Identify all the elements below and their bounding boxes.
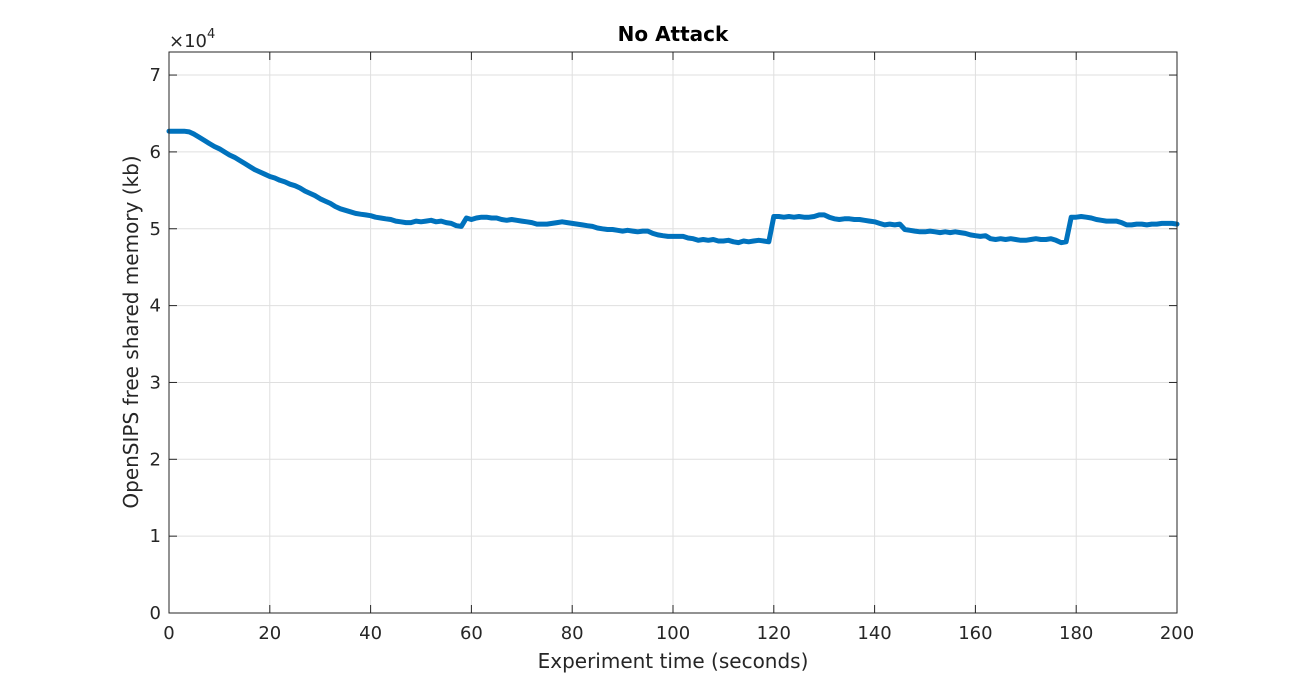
- y-axis-label: OpenSIPS free shared memory (kb): [119, 155, 143, 508]
- y-tick-label: 5: [150, 219, 161, 240]
- x-tick-label: 160: [958, 623, 992, 644]
- y-tick-label: 4: [150, 296, 161, 317]
- y-tick-label: 2: [150, 449, 161, 470]
- x-tick-label: 40: [359, 623, 382, 644]
- y-exponent-base: ×10: [169, 31, 207, 52]
- x-tick-label: 60: [460, 623, 483, 644]
- y-tick-label: 1: [150, 526, 161, 547]
- y-exponent-power: 4: [207, 27, 215, 42]
- y-tick-label: 6: [150, 142, 161, 163]
- axis-ticks: 0 20 40 60 80 100 120 140 160 180 200 0 1 2 3 4 5 6 7: [150, 52, 1194, 644]
- x-tick-label: 20: [258, 623, 281, 644]
- x-tick-label: 100: [656, 623, 690, 644]
- y-exponent-label: ×104: [169, 27, 215, 52]
- x-tick-label: 200: [1160, 623, 1194, 644]
- x-tick-label: 140: [857, 623, 891, 644]
- series-line: [166, 128, 1180, 246]
- y-tick-label: 0: [150, 603, 161, 624]
- y-tick-label: 7: [150, 65, 161, 86]
- series-layer: [166, 128, 1180, 246]
- y-tick-label: 3: [150, 372, 161, 393]
- x-tick-label: 80: [561, 623, 584, 644]
- x-axis-label: Experiment time (seconds): [538, 649, 809, 673]
- x-tick-label: 0: [163, 623, 174, 644]
- chart-title: No Attack: [618, 22, 729, 46]
- x-tick-label: 120: [757, 623, 791, 644]
- x-tick-label: 180: [1059, 623, 1093, 644]
